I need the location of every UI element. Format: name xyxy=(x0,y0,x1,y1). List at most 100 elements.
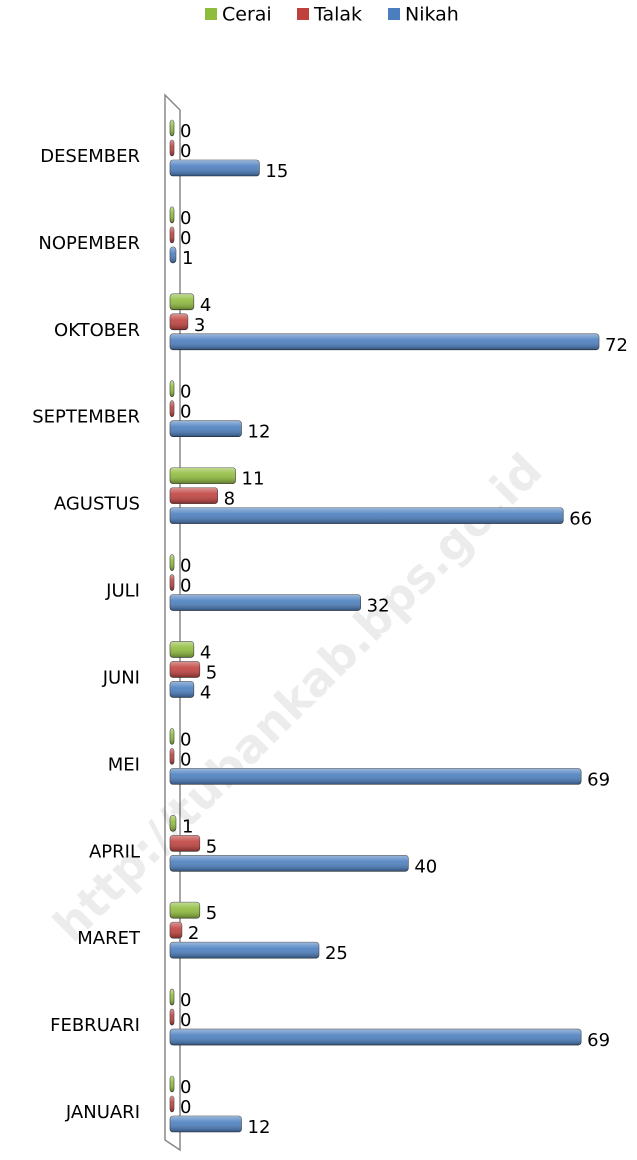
value-label: 0 xyxy=(180,576,191,597)
category-label: DESEMBER xyxy=(40,146,140,167)
bar xyxy=(169,768,582,785)
bar-shade xyxy=(170,487,218,504)
value-label: 5 xyxy=(206,903,217,924)
legend-label: Talak xyxy=(313,4,362,26)
value-label: 0 xyxy=(180,990,191,1011)
bar-shade xyxy=(170,160,260,176)
bar xyxy=(169,119,175,137)
bar xyxy=(169,313,189,331)
value-label: 25 xyxy=(325,943,348,964)
category-label: JULI xyxy=(105,581,140,602)
bar-shade xyxy=(170,1009,174,1026)
bar xyxy=(169,1075,175,1093)
bar xyxy=(169,1115,242,1133)
bar-shade xyxy=(170,1116,242,1132)
value-label: 0 xyxy=(180,402,191,423)
bar-shade xyxy=(170,1076,174,1092)
bar-shade xyxy=(170,768,582,785)
bar-shade xyxy=(170,902,200,919)
category-label: AGUSTUS xyxy=(54,494,140,515)
bar xyxy=(169,226,175,244)
legend-label: Cerai xyxy=(222,4,272,26)
value-label: 40 xyxy=(414,856,437,877)
bar xyxy=(169,941,320,959)
legend-swatch xyxy=(297,8,309,20)
bar-shade xyxy=(170,120,174,136)
value-label: 0 xyxy=(180,228,191,249)
bar xyxy=(169,206,175,224)
bar xyxy=(169,380,175,398)
bar xyxy=(169,834,201,852)
bar-shade xyxy=(170,815,176,832)
bar-shade xyxy=(170,380,174,397)
bar xyxy=(169,1095,175,1113)
category-label: OKTOBER xyxy=(54,320,140,341)
value-label: 0 xyxy=(180,556,191,577)
bar-shade xyxy=(170,748,174,765)
bar xyxy=(169,400,175,418)
bar-shade xyxy=(170,333,599,350)
bar xyxy=(169,901,201,919)
bar-shade xyxy=(170,1029,582,1046)
bar xyxy=(169,814,177,832)
bar xyxy=(169,507,564,524)
bar xyxy=(169,554,175,571)
value-label: 11 xyxy=(242,469,265,490)
axis-wall xyxy=(164,93,181,1152)
value-label: 72 xyxy=(605,335,628,356)
value-label: 2 xyxy=(188,923,199,944)
bar xyxy=(169,246,177,264)
bar-shade xyxy=(170,554,174,571)
value-label: 0 xyxy=(180,208,191,229)
bar-shade xyxy=(170,574,174,591)
category-label: FEBRUARI xyxy=(50,1015,140,1036)
bar xyxy=(169,1028,582,1046)
category-label: MARET xyxy=(77,928,141,949)
value-label: 0 xyxy=(180,382,191,403)
value-label: 3 xyxy=(194,315,205,336)
bar xyxy=(169,159,260,177)
value-label: 0 xyxy=(180,729,191,750)
bar xyxy=(169,854,409,872)
category-label: MEI xyxy=(108,754,140,775)
value-label: 0 xyxy=(180,1010,191,1031)
category-label: JUNI xyxy=(102,667,140,688)
bar-shade xyxy=(170,140,174,156)
bar xyxy=(169,728,175,745)
category-label: APRIL xyxy=(89,841,140,862)
bar xyxy=(169,594,361,611)
bar-shade xyxy=(170,313,188,330)
bar xyxy=(169,988,175,1006)
value-label: 4 xyxy=(200,682,211,703)
bar-shade xyxy=(170,855,409,872)
bar-shade xyxy=(170,206,174,223)
legend-swatch xyxy=(205,8,217,20)
bar xyxy=(169,420,242,438)
bar-shade xyxy=(170,661,200,678)
value-label: 69 xyxy=(587,1030,610,1051)
bar-shade xyxy=(170,681,194,698)
bar-shade xyxy=(170,641,194,658)
category-label: NOPEMBER xyxy=(38,233,140,254)
bar xyxy=(169,641,195,658)
bar xyxy=(169,333,600,351)
value-label: 4 xyxy=(200,295,211,316)
value-label: 1 xyxy=(182,248,193,269)
bar-shade xyxy=(170,594,361,611)
bar xyxy=(169,574,175,591)
bar-shade xyxy=(170,942,319,959)
value-label: 8 xyxy=(224,489,235,510)
category-label: SEPTEMBER xyxy=(32,407,140,428)
value-label: 69 xyxy=(587,769,610,790)
bar-shade xyxy=(170,507,564,524)
value-label: 5 xyxy=(206,836,217,857)
bar xyxy=(169,293,195,311)
bar-shade xyxy=(170,1096,174,1112)
bar-shade xyxy=(170,226,174,243)
legend-label: Nikah xyxy=(405,4,459,26)
bar xyxy=(169,921,183,939)
value-label: 1 xyxy=(182,816,193,837)
bar-shade xyxy=(170,728,174,745)
legend-swatch xyxy=(388,8,400,20)
